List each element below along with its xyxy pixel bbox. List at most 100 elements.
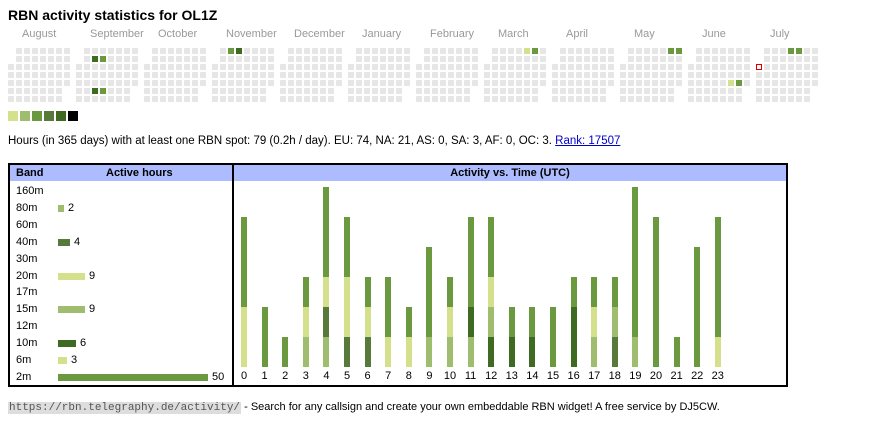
day-cell [24,64,30,70]
day-cell [364,64,370,70]
day-cell [24,48,30,54]
day-cell [168,48,174,54]
day-cell [500,48,506,54]
day-cell [132,64,138,70]
day-cell [236,80,242,86]
band-row: 12m [10,318,232,335]
day-cell-active [676,48,682,54]
legend-swatch [32,111,42,121]
day-cell [704,72,710,78]
day-cell [296,96,302,102]
day-cell [772,96,778,102]
day-cell [744,72,750,78]
month-label: November [226,28,277,40]
day-cell [628,96,634,102]
day-cell [780,96,786,102]
day-cell [92,72,98,78]
day-cell [764,64,770,70]
day-cell [728,88,734,94]
hour-bar-segment [673,337,680,367]
day-cell [584,56,590,62]
hour-bar-segment [611,277,618,307]
day-cell [124,48,130,54]
day-cell [464,56,470,62]
day-cell [696,72,702,78]
day-cell [812,72,818,78]
day-cell [532,96,538,102]
day-cell [712,48,718,54]
day-cell [492,56,498,62]
day-cell [432,96,438,102]
day-cell [600,96,606,102]
day-cell [552,88,558,94]
day-cell [364,96,370,102]
day-cell [348,96,354,102]
hour-bar-segment [714,217,721,337]
day-cell [228,96,234,102]
day-cell [652,96,658,102]
day-cell [192,72,198,78]
day-cell [304,72,310,78]
hour-bar-segment [529,337,536,367]
hour-tick-label: 16 [567,370,580,382]
day-cell [772,64,778,70]
day-cell [288,88,294,94]
day-cell [396,80,402,86]
day-cell [228,88,234,94]
summary-line: Hours (in 365 days) with at least one RB… [8,135,620,147]
day-cell [608,56,614,62]
day-cell [356,72,362,78]
band-bar [58,373,208,381]
band-row: 30m [10,251,232,268]
day-cell [796,64,802,70]
day-cell [16,48,22,54]
day-cell [772,56,778,62]
day-cell [228,56,234,62]
day-cell [796,96,802,102]
legend-swatch [68,111,78,121]
hour-tick-label: 23 [711,370,724,382]
day-cell [108,96,114,102]
day-cell [328,80,334,86]
day-cell [372,88,378,94]
day-cell [568,64,574,70]
day-cell [184,64,190,70]
activity-calendar [8,48,848,104]
day-cell [576,80,582,86]
day-cell [712,80,718,86]
day-cell [24,56,30,62]
day-cell [56,96,62,102]
day-cell [484,64,490,70]
day-cell [628,88,634,94]
day-cell [524,64,530,70]
rank-link[interactable]: Rank: 17507 [555,135,621,147]
day-cell [704,88,710,94]
hour-bar-segment [467,337,474,367]
day-cell [8,64,14,70]
day-cell [356,88,362,94]
band-table-header: Band Active hours [10,165,232,181]
day-cell [756,72,762,78]
day-cell [64,80,70,86]
footer-url[interactable]: https://rbn.telegraphy.de/activity/ [8,402,242,414]
day-cell-active [728,80,734,86]
day-cell [744,80,750,86]
day-cell [244,88,250,94]
day-cell [516,88,522,94]
day-cell [440,96,446,102]
day-cell [636,80,642,86]
day-cell [472,64,478,70]
day-cell [48,48,54,54]
day-cell [448,48,454,54]
day-cell [756,88,762,94]
day-cell [584,96,590,102]
day-cell [720,72,726,78]
day-cell [220,64,226,70]
day-cell [40,72,46,78]
day-cell [116,48,122,54]
day-cell [312,88,318,94]
day-cell [764,88,770,94]
day-cell [236,72,242,78]
day-cell [788,64,794,70]
hour-tick-label: 3 [302,370,309,382]
